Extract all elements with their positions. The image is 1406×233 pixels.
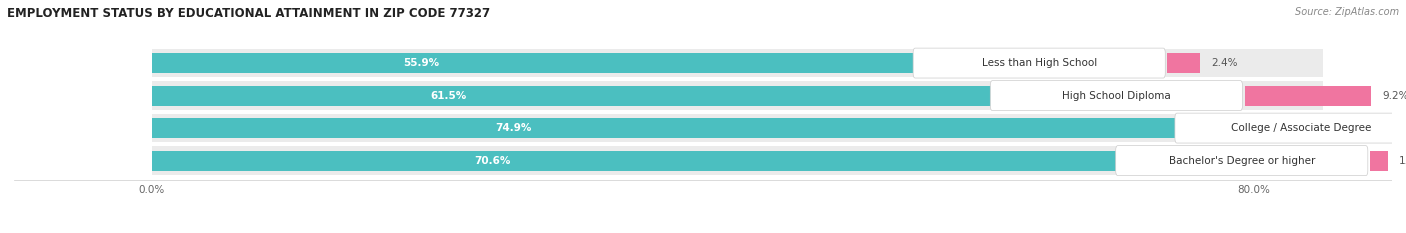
- Bar: [152, 151, 1125, 171]
- Text: 70.6%: 70.6%: [474, 156, 510, 166]
- Text: 55.9%: 55.9%: [404, 58, 440, 68]
- FancyBboxPatch shape: [990, 81, 1243, 110]
- Text: High School Diploma: High School Diploma: [1062, 91, 1171, 101]
- Bar: [152, 49, 1323, 77]
- Text: 9.2%: 9.2%: [1382, 91, 1406, 101]
- Text: EMPLOYMENT STATUS BY EDUCATIONAL ATTAINMENT IN ZIP CODE 77327: EMPLOYMENT STATUS BY EDUCATIONAL ATTAINM…: [7, 7, 491, 20]
- Text: 1.3%: 1.3%: [1399, 156, 1406, 166]
- Bar: [152, 118, 1184, 138]
- FancyBboxPatch shape: [912, 48, 1166, 78]
- Bar: [152, 86, 1000, 106]
- Text: 74.9%: 74.9%: [495, 123, 531, 133]
- Legend: In Labor Force, Unemployed: In Labor Force, Unemployed: [598, 230, 808, 233]
- Bar: [152, 53, 922, 73]
- FancyBboxPatch shape: [1116, 146, 1368, 175]
- Text: Bachelor's Degree or higher: Bachelor's Degree or higher: [1168, 156, 1315, 166]
- Bar: [152, 146, 1323, 175]
- Bar: [1369, 151, 1388, 171]
- Text: Less than High School: Less than High School: [981, 58, 1097, 68]
- Bar: [1167, 53, 1201, 73]
- Bar: [152, 114, 1323, 142]
- Text: 2.4%: 2.4%: [1212, 58, 1237, 68]
- Bar: [152, 81, 1323, 110]
- Bar: [1244, 86, 1371, 106]
- Text: College / Associate Degree: College / Associate Degree: [1230, 123, 1371, 133]
- Text: Source: ZipAtlas.com: Source: ZipAtlas.com: [1295, 7, 1399, 17]
- FancyBboxPatch shape: [1175, 113, 1406, 143]
- Text: 61.5%: 61.5%: [430, 91, 467, 101]
